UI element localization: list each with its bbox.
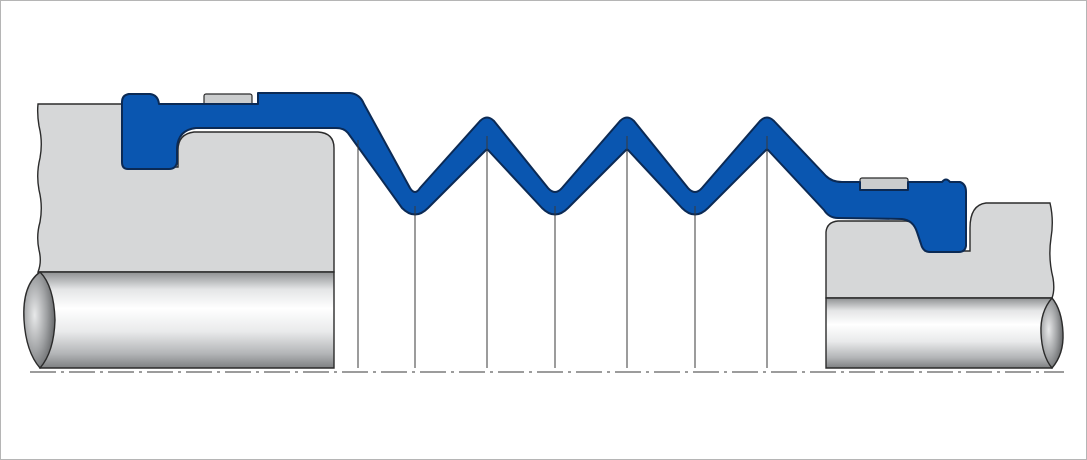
right-shaft (825, 296, 1064, 370)
left-shaft-end (23, 271, 56, 370)
right-clamp (859, 177, 909, 191)
right-shaft-end (1040, 296, 1064, 370)
bellows-boot (121, 92, 967, 253)
reference-lines (357, 136, 768, 368)
left-shaft (23, 271, 335, 370)
left-housing (36, 103, 335, 273)
